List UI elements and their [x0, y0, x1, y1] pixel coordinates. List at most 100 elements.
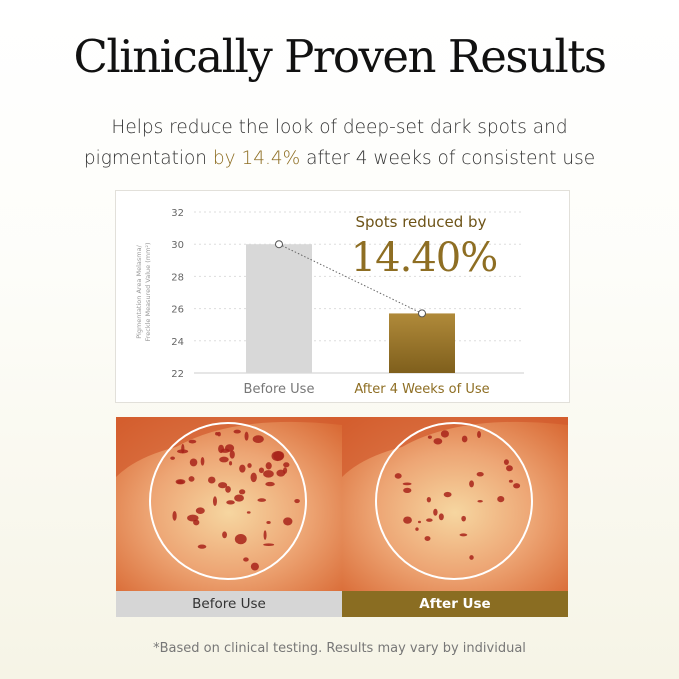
dark-spot: [193, 519, 200, 526]
dark-spot: [250, 472, 257, 483]
y-tick-label: 28: [171, 272, 184, 283]
y-axis-label-line: Pigmentation Area Melasma/: [135, 244, 143, 338]
skin-shadow: [342, 417, 568, 477]
dark-spot: [469, 480, 474, 488]
dark-spot: [229, 450, 235, 459]
page-title: Clinically Proven Results: [73, 30, 607, 83]
dark-spot: [234, 494, 244, 502]
dark-spot: [283, 462, 290, 468]
bar: [246, 244, 312, 373]
dark-spot: [195, 507, 205, 514]
dark-spot: [252, 435, 264, 444]
dark-spot: [503, 459, 509, 466]
data-point: [418, 309, 426, 318]
x-tick-label: After 4 Weeks of Use: [354, 382, 489, 397]
dark-spot: [506, 465, 513, 472]
dark-spot: [461, 435, 468, 443]
y-tick-label: 26: [171, 305, 184, 316]
dark-spot: [200, 457, 205, 466]
dark-spot: [188, 476, 195, 482]
y-tick-label: 30: [171, 240, 184, 251]
dark-spot: [443, 491, 452, 498]
dark-spot: [225, 486, 231, 493]
dark-spot: [222, 531, 228, 539]
dark-spot: [266, 521, 271, 525]
dark-spot: [394, 473, 402, 479]
before-photo: [116, 417, 342, 591]
dark-spot: [440, 430, 449, 438]
dark-spot: [403, 487, 412, 493]
y-axis-label: Pigmentation Area Melasma/Freckle Measur…: [135, 242, 152, 341]
x-tick-label: Before Use: [244, 382, 315, 397]
dark-spot: [263, 543, 275, 547]
dark-spot: [226, 500, 235, 505]
after-skin-image: [342, 417, 568, 591]
y-tick-label: 32: [171, 208, 184, 219]
dark-spot: [239, 489, 246, 495]
skin-shadow: [116, 417, 342, 477]
dark-spot: [497, 495, 505, 503]
dark-spot: [257, 498, 267, 502]
dark-spot: [176, 449, 189, 454]
after-photo-label: After Use: [342, 591, 568, 617]
dark-spot: [258, 467, 265, 474]
dark-spot: [250, 562, 259, 571]
dark-spot: [244, 431, 249, 441]
highlight-percent: by 14.4%: [212, 148, 301, 169]
dark-spot: [477, 430, 481, 438]
after-photo: [342, 417, 568, 591]
highlight-circle: [149, 422, 307, 580]
dark-spot: [294, 498, 300, 504]
dark-spot: [508, 479, 513, 483]
dark-spot: [476, 471, 484, 477]
dark-spot: [246, 511, 251, 514]
dark-spot: [426, 496, 432, 503]
dark-spot: [263, 470, 274, 478]
dark-spot: [234, 533, 247, 545]
dark-spot: [208, 476, 216, 484]
dark-spot: [172, 510, 177, 521]
bar-chart: 22 24 26 28 30 32 Pigmentation Area Melasma/Fr…: [115, 190, 570, 403]
dark-spot: [212, 496, 217, 507]
dark-spot: [469, 555, 474, 560]
dark-spot: [459, 533, 468, 537]
dark-spot: [271, 451, 284, 462]
data-point: [275, 240, 283, 249]
dark-spot: [263, 530, 267, 540]
chart-svg: 22 24 26 28 30 32 Pigmentation Area Melasma/Fr…: [135, 208, 524, 397]
dark-spot: [265, 462, 272, 470]
dark-spot: [239, 464, 246, 473]
annotation-value: 14.40%: [351, 235, 498, 281]
dark-spot: [477, 499, 483, 503]
dark-spot: [265, 481, 275, 487]
dark-spot: [426, 518, 433, 522]
dark-spot: [415, 527, 419, 531]
dark-spot: [197, 544, 207, 549]
dark-spot: [175, 479, 186, 485]
dark-spot: [427, 435, 432, 439]
dark-spot: [218, 482, 228, 489]
dark-spot: [283, 517, 293, 526]
dark-spot: [513, 483, 521, 489]
disclaimer: *Based on clinical testing. Results may …: [153, 641, 526, 656]
subtitle: Helps reduce the look of deep-set dark s…: [0, 112, 679, 174]
dark-spot: [188, 439, 197, 444]
dark-spot: [417, 520, 421, 524]
before-skin-image: [116, 417, 342, 591]
dark-spot: [219, 456, 229, 463]
dark-spot: [433, 438, 443, 445]
subtitle-line-1: Helps reduce the look of deep-set dark s…: [111, 117, 568, 138]
dark-spot: [233, 429, 241, 434]
highlight-circle: [375, 422, 533, 580]
dark-spot: [461, 515, 466, 522]
before-photo-label: Before Use: [116, 591, 342, 617]
dark-spot: [189, 458, 198, 467]
dark-spot: [229, 461, 233, 466]
dark-spot: [220, 448, 230, 453]
y-axis-label-line: Freckle Measured Value (mm²): [144, 242, 152, 341]
annotation-label: Spots reduced by: [356, 213, 487, 231]
dark-spot: [276, 469, 286, 477]
dark-spot: [433, 508, 438, 516]
dark-spot: [247, 463, 252, 468]
y-tick-label: 24: [171, 337, 184, 348]
